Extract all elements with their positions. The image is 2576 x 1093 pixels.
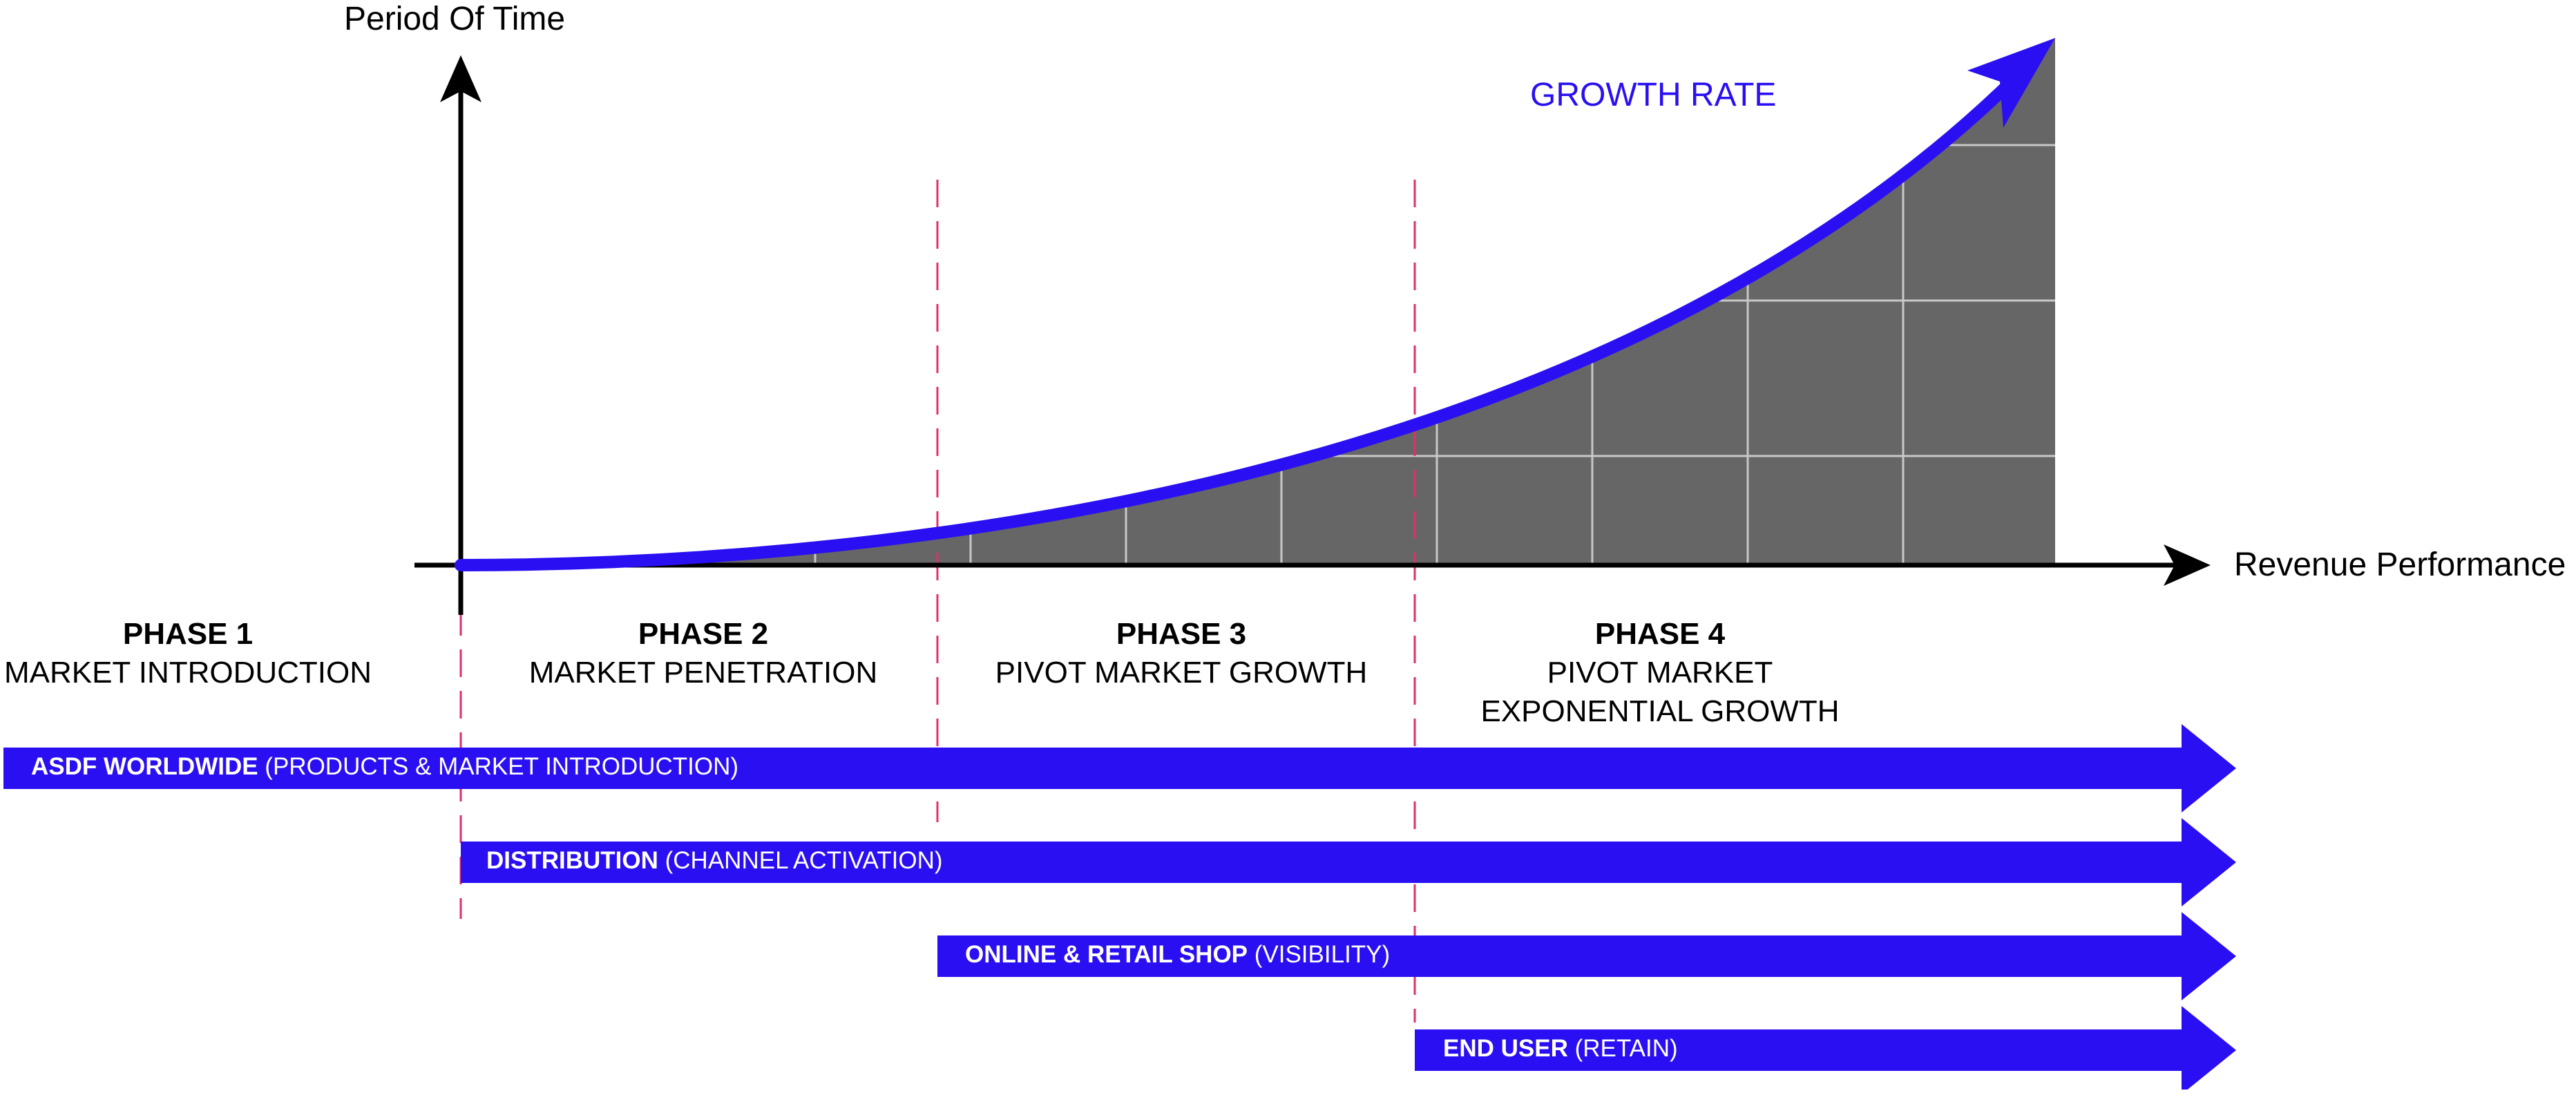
growth-rate-curve: [455, 49, 2044, 571]
phase-1-title: PHASE 1: [122, 617, 254, 651]
growth-area: [461, 38, 2055, 565]
phase-4-subtitle-line-1: PIVOT MARKET: [1547, 656, 1773, 690]
phase-3-label: PHASE 3 PIVOT MARKET GROWTH: [939, 615, 1423, 692]
bar-3-title: ONLINE & RETAIL SHOP: [965, 941, 1248, 968]
phase-4-subtitle-line-2: EXPONENTIAL GROWTH: [1480, 694, 1840, 728]
bar-3-detail: (VISIBILITY): [1248, 941, 1391, 968]
bar-1-label: ASDF WORLDWIDE (PRODUCTS & MARKET INTROD…: [31, 753, 738, 781]
growth-arrowhead-icon: [1967, 38, 2055, 128]
phase-1-subtitle: MARKET INTRODUCTION: [3, 656, 372, 690]
bar-2-detail: (CHANNEL ACTIVATION): [658, 847, 943, 874]
phase-4-title: PHASE 4: [1594, 617, 1726, 651]
bar-2-label: DISTRIBUTION (CHANNEL ACTIVATION): [486, 847, 943, 875]
phase-3-subtitle: PIVOT MARKET GROWTH: [995, 656, 1368, 690]
phase-arrow-bar-2: [461, 818, 2236, 906]
growth-rate-label: GROWTH RATE: [1530, 77, 1777, 113]
bar-2-title: DISTRIBUTION: [486, 847, 658, 874]
y-axis-arrow-icon: [440, 55, 481, 102]
phase-arrow-bar-1: [3, 724, 2236, 812]
bar-3-label: ONLINE & RETAIL SHOP (VISIBILITY): [965, 941, 1390, 969]
bar-1-title: ASDF WORLDWIDE: [31, 753, 258, 780]
phase-2-title: PHASE 2: [638, 617, 769, 651]
phase-arrow-bar-4: [1415, 1006, 2236, 1093]
phase-3-title: PHASE 3: [1116, 617, 1247, 651]
y-axis-label: Period Of Time: [344, 1, 566, 37]
phase-arrow-bar-3: [937, 912, 2236, 1000]
bar-4-label: END USER (RETAIN): [1443, 1035, 1678, 1063]
axes: [414, 55, 2211, 615]
bar-4-detail: (RETAIN): [1567, 1035, 1678, 1062]
phase-4-label: PHASE 4 PIVOT MARKET EXPONENTIAL GROWTH: [1418, 615, 1902, 731]
bar-4-title: END USER: [1443, 1035, 1568, 1062]
x-axis-label: Revenue Performance: [2234, 546, 2566, 583]
phase-2-subtitle: MARKET PENETRATION: [528, 656, 878, 690]
phase-1-label: PHASE 1 MARKET INTRODUCTION: [0, 615, 430, 692]
phase-2-label: PHASE 2 MARKET PENETRATION: [461, 615, 945, 692]
x-axis-arrow-icon: [2164, 544, 2211, 586]
phase-dividers: [459, 180, 1416, 1023]
bar-1-detail: (PRODUCTS & MARKET INTRODUCTION): [258, 753, 739, 780]
phase-arrows: [3, 724, 2236, 1093]
